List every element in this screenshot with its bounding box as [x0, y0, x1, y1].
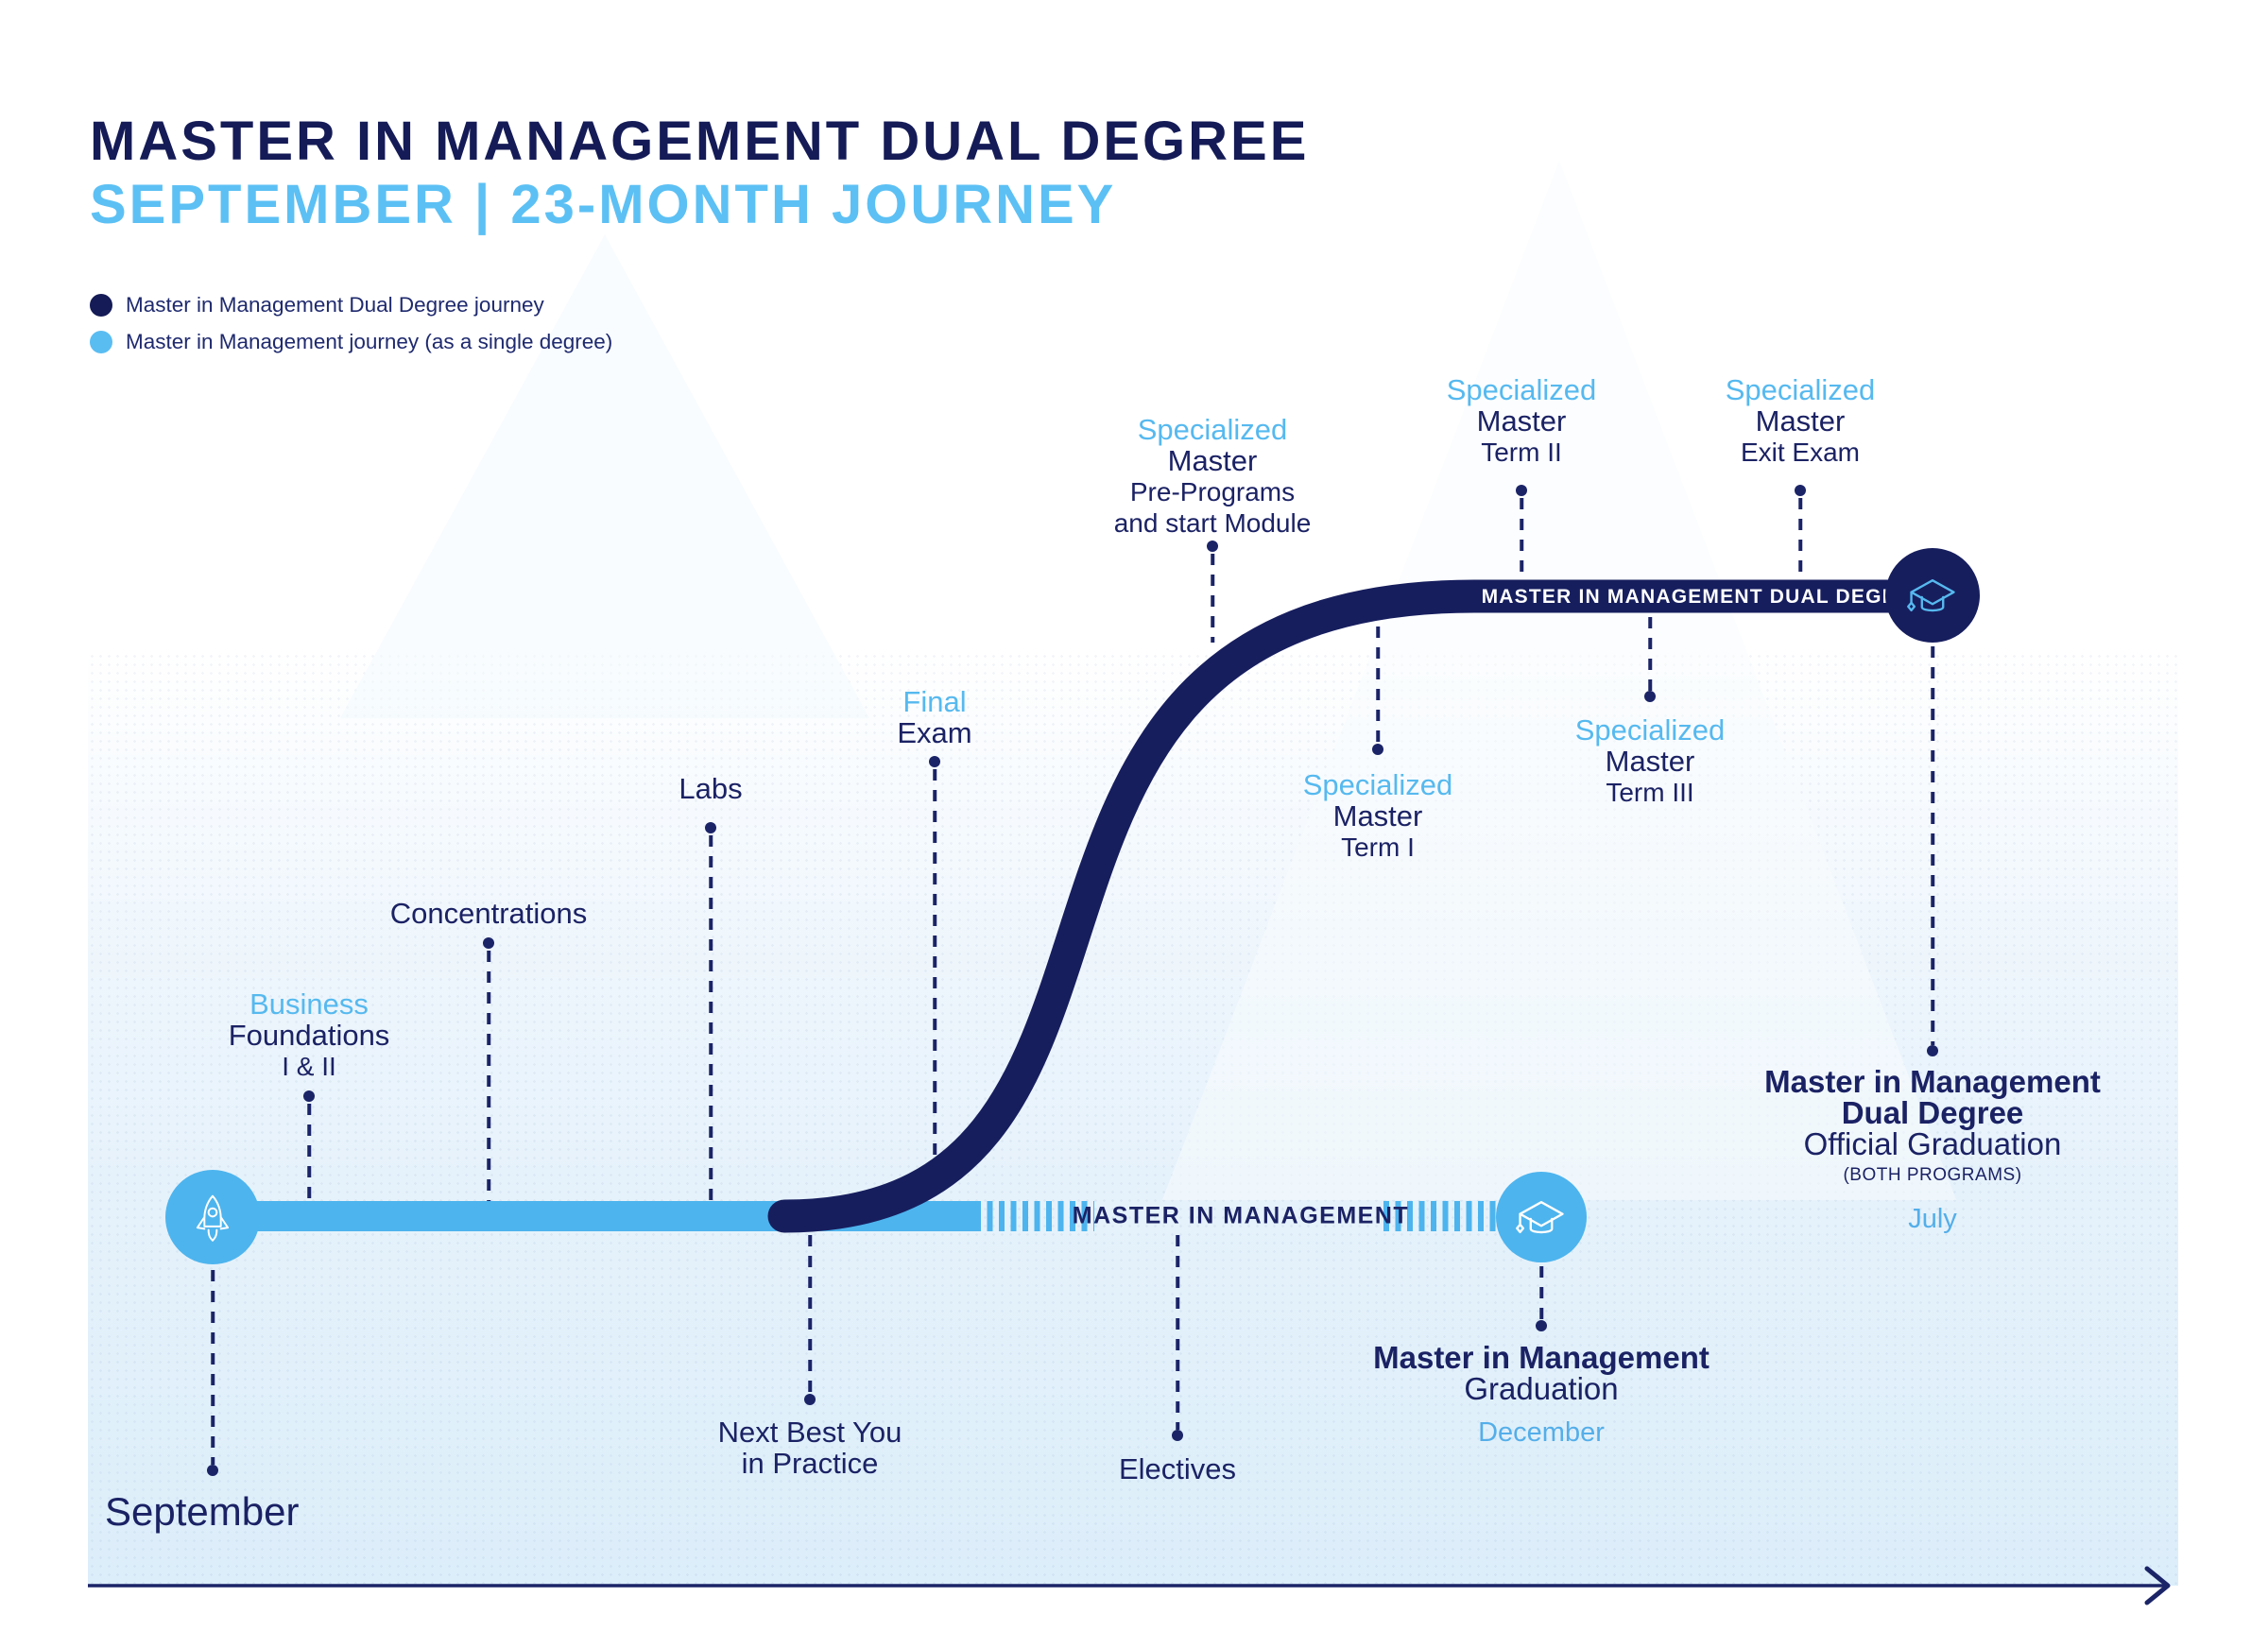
dual-graduation-node	[1885, 548, 1980, 643]
milestone-electives: Electives	[1118, 1452, 1237, 1485]
timeline-axis	[88, 1566, 2171, 1605]
connector-dot	[1795, 485, 1806, 496]
connector-labs	[709, 835, 713, 1201]
page-title: MASTER IN MANAGEMENT DUAL DEGREE	[90, 111, 1310, 172]
milestone-concentrations: Concentrations	[389, 897, 588, 930]
connector-dual-graduation	[1931, 646, 1934, 1045]
connector-term-1	[1376, 627, 1380, 744]
rocket-icon	[196, 1194, 230, 1242]
connector-dot	[1927, 1045, 1938, 1056]
connector-next-best-you	[808, 1235, 812, 1394]
milestone-final-exam: Final Exam	[897, 685, 972, 749]
legend-item-single: Master in Management journey (as a singl…	[90, 330, 612, 354]
milestone-pre-programs: Specialized Master Pre-Programs and star…	[1113, 413, 1312, 538]
connector-term-2	[1520, 498, 1523, 575]
legend-swatch-lightblue	[90, 331, 112, 353]
connector-dot	[1172, 1430, 1183, 1441]
legend-label: Master in Management Dual Degree journey	[126, 293, 544, 317]
connector-dot	[483, 937, 494, 949]
milestone-term-2: Specialized Master Term II	[1446, 373, 1597, 467]
start-node	[165, 1170, 260, 1264]
connector-pre-programs	[1211, 554, 1214, 643]
connector-dot	[804, 1394, 816, 1405]
connector-final-exam	[933, 769, 936, 1155]
connector-term-3	[1648, 617, 1652, 691]
connector-dot	[1372, 744, 1383, 755]
milestone-labs: Labs	[679, 772, 743, 805]
connector-electives	[1176, 1235, 1179, 1430]
page-subtitle: SEPTEMBER | 23-MONTH JOURNEY	[90, 174, 1117, 235]
connector-dot	[1644, 691, 1656, 702]
mim-graduation-node	[1496, 1172, 1587, 1262]
connector-dot	[1516, 485, 1527, 496]
start-month-label: September	[105, 1489, 300, 1534]
legend-swatch-navy	[90, 294, 112, 317]
single-degree-track-label: MASTER IN MANAGEMENT	[1072, 1202, 1410, 1229]
milestone-mim-graduation: Master in Management Graduation December	[1373, 1340, 1710, 1448]
connector-exit-exam	[1798, 498, 1802, 575]
legend-item-dual: Master in Management Dual Degree journey	[90, 293, 544, 318]
milestone-next-best-you: Next Best You in Practice	[717, 1416, 902, 1480]
connector-dot	[1207, 541, 1218, 552]
connector-dot	[207, 1465, 218, 1476]
legend-label: Master in Management journey (as a singl…	[126, 330, 613, 353]
connector-business-foundations	[307, 1104, 311, 1201]
dual-degree-track-label: MASTER IN MANAGEMENT DUAL DEGREE	[1481, 586, 1927, 608]
connector-dot	[303, 1090, 315, 1102]
connector-mim-graduation	[1539, 1266, 1543, 1320]
connector-dot	[929, 756, 940, 767]
connector-dot	[705, 822, 716, 833]
milestone-term-3: Specialized Master Term III	[1574, 713, 1726, 807]
graduation-cap-icon	[1516, 1200, 1564, 1234]
connector-september	[211, 1270, 215, 1465]
milestone-term-1: Specialized Master Term I	[1302, 768, 1453, 862]
milestone-dual-graduation: Master in Management Dual Degree Officia…	[1764, 1064, 2101, 1234]
milestone-exit-exam: Specialized Master Exit Exam	[1725, 373, 1876, 467]
connector-dot	[1536, 1320, 1547, 1331]
single-degree-track-stripes	[975, 1201, 1094, 1231]
graduation-cap-icon	[1907, 578, 1955, 612]
connector-concentrations	[487, 951, 490, 1201]
milestone-business-foundations: Business Foundations I & II	[228, 987, 390, 1081]
single-degree-track-stripes	[1383, 1201, 1501, 1231]
